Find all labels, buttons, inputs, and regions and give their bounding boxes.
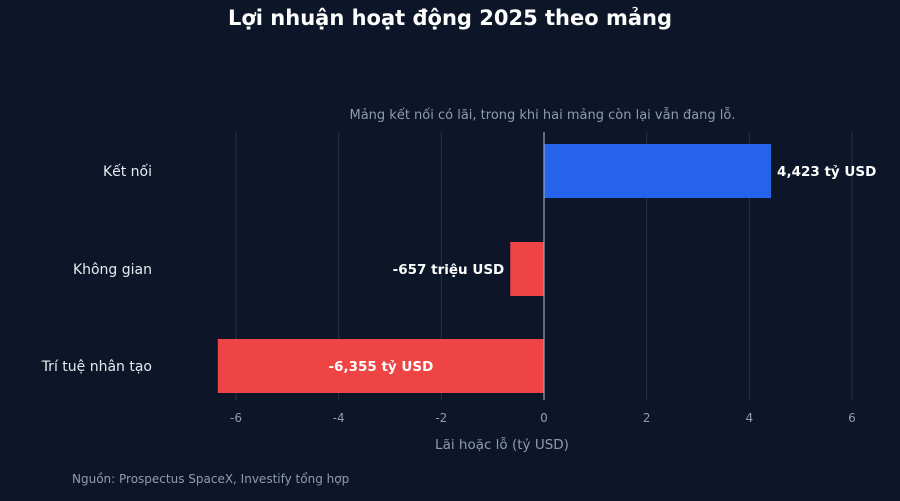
x-tick-labels: -6 -4 -2 0 2 4 6 <box>230 411 856 425</box>
category-label: Trí tuệ nhân tạo <box>41 359 152 375</box>
x-tick-label: 4 <box>746 411 754 425</box>
bars <box>217 144 772 393</box>
category-label: Kết nối <box>103 163 152 180</box>
x-tick-label: 0 <box>540 411 548 425</box>
category-labels: Kết nối Không gian Trí tuệ nhân tạo <box>41 163 152 375</box>
chart-subtitle: Mảng kết nối có lãi, trong khi hai mảng … <box>349 108 736 123</box>
x-tick-label: -4 <box>333 411 345 425</box>
x-tick-label: -6 <box>230 411 242 425</box>
data-label: -657 triệu USD <box>393 262 505 278</box>
chart-title: Lợi nhuận hoạt động 2025 theo mảng <box>227 6 672 30</box>
x-tick-label: -2 <box>435 411 447 425</box>
data-label: -6,355 tỷ USD <box>328 359 433 375</box>
source-note: Nguồn: Prospectus SpaceX, Investify tổng… <box>72 472 350 486</box>
bar <box>217 339 544 393</box>
category-label: Không gian <box>73 262 152 278</box>
bar <box>510 242 544 296</box>
bar <box>544 144 772 198</box>
data-label: 4,423 tỷ USD <box>777 164 876 180</box>
x-axis-title: Lãi hoặc lỗ (tỷ USD) <box>435 436 569 453</box>
x-tick-label: 2 <box>643 411 651 425</box>
data-labels: 4,423 tỷ USD -657 triệu USD -6,355 tỷ USD <box>328 164 876 375</box>
x-tick-label: 6 <box>848 411 856 425</box>
